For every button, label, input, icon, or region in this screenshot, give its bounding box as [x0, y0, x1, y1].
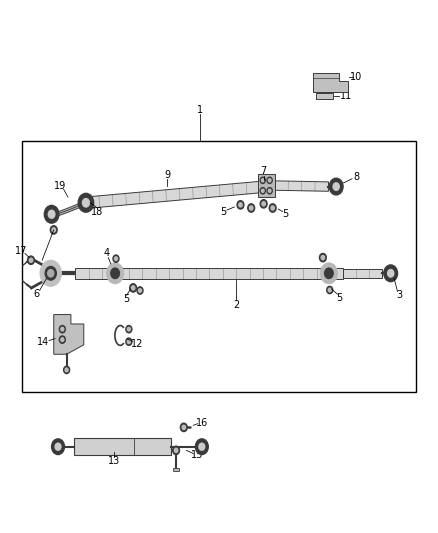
- Bar: [315, 93, 333, 99]
- Text: 14: 14: [37, 337, 49, 347]
- Circle shape: [82, 199, 89, 207]
- Circle shape: [127, 340, 131, 344]
- Circle shape: [138, 289, 141, 293]
- Polygon shape: [314, 73, 348, 92]
- Circle shape: [113, 255, 119, 262]
- Text: 7: 7: [261, 166, 267, 176]
- Circle shape: [52, 228, 56, 232]
- Text: 11: 11: [339, 91, 352, 101]
- Circle shape: [237, 201, 244, 209]
- Text: 5: 5: [283, 209, 289, 219]
- Text: 15: 15: [191, 449, 204, 459]
- Circle shape: [59, 326, 65, 333]
- Circle shape: [182, 425, 186, 430]
- Circle shape: [40, 260, 61, 286]
- Circle shape: [48, 211, 55, 218]
- Text: 19: 19: [54, 181, 66, 190]
- Polygon shape: [275, 181, 328, 191]
- Circle shape: [137, 287, 143, 294]
- Circle shape: [262, 201, 265, 206]
- Circle shape: [114, 257, 117, 261]
- Circle shape: [64, 366, 70, 374]
- Circle shape: [199, 443, 205, 450]
- Circle shape: [260, 200, 267, 208]
- Circle shape: [268, 189, 271, 192]
- Circle shape: [44, 205, 59, 223]
- Polygon shape: [85, 181, 260, 208]
- Circle shape: [319, 254, 326, 262]
- Text: 3: 3: [396, 290, 403, 300]
- Circle shape: [174, 448, 178, 453]
- Text: 16: 16: [196, 418, 208, 428]
- Text: 4: 4: [103, 248, 110, 259]
- Circle shape: [180, 423, 187, 432]
- Circle shape: [52, 439, 64, 455]
- Text: 8: 8: [353, 172, 360, 182]
- Circle shape: [29, 258, 33, 262]
- Text: 6: 6: [34, 289, 39, 299]
- Circle shape: [384, 265, 398, 281]
- Circle shape: [127, 327, 131, 331]
- Polygon shape: [343, 269, 382, 278]
- Circle shape: [111, 268, 120, 279]
- Text: 2: 2: [233, 300, 239, 310]
- Circle shape: [271, 206, 274, 210]
- Circle shape: [55, 443, 61, 450]
- Circle shape: [61, 327, 64, 331]
- Text: 18: 18: [91, 207, 103, 216]
- Text: 1: 1: [197, 105, 203, 115]
- Circle shape: [106, 263, 124, 284]
- Circle shape: [50, 226, 57, 234]
- Circle shape: [130, 284, 137, 292]
- Text: 12: 12: [131, 339, 144, 349]
- Text: 10: 10: [350, 72, 363, 83]
- Bar: [21, 141, 417, 392]
- Circle shape: [173, 446, 180, 455]
- Circle shape: [45, 266, 57, 280]
- Polygon shape: [54, 314, 84, 354]
- Bar: [173, 468, 179, 471]
- Circle shape: [268, 179, 271, 182]
- Circle shape: [327, 286, 333, 294]
- Circle shape: [261, 189, 264, 192]
- Circle shape: [260, 177, 265, 183]
- Circle shape: [269, 204, 276, 212]
- Text: 17: 17: [15, 246, 28, 256]
- Text: 9: 9: [164, 170, 170, 180]
- Circle shape: [59, 336, 65, 343]
- Text: 5: 5: [220, 207, 226, 216]
- Circle shape: [250, 206, 253, 210]
- Circle shape: [126, 338, 132, 345]
- Circle shape: [321, 255, 325, 260]
- Circle shape: [325, 268, 333, 279]
- Circle shape: [65, 368, 68, 372]
- Circle shape: [61, 338, 64, 342]
- Circle shape: [126, 326, 132, 333]
- Circle shape: [388, 270, 394, 277]
- Circle shape: [267, 177, 272, 183]
- Circle shape: [78, 193, 94, 212]
- Circle shape: [248, 204, 254, 212]
- Circle shape: [329, 178, 343, 195]
- Bar: [74, 438, 171, 455]
- Circle shape: [261, 179, 264, 182]
- Circle shape: [195, 439, 208, 455]
- Circle shape: [320, 263, 337, 284]
- Circle shape: [131, 286, 135, 290]
- Circle shape: [28, 256, 35, 264]
- Circle shape: [267, 188, 272, 194]
- Circle shape: [333, 183, 339, 190]
- Bar: [258, 174, 275, 197]
- Text: 5: 5: [336, 293, 343, 303]
- Circle shape: [48, 270, 54, 277]
- Polygon shape: [75, 268, 343, 279]
- Circle shape: [260, 188, 265, 194]
- Text: 5: 5: [124, 294, 130, 304]
- Circle shape: [328, 288, 331, 292]
- Circle shape: [239, 203, 242, 207]
- Text: 13: 13: [108, 456, 120, 466]
